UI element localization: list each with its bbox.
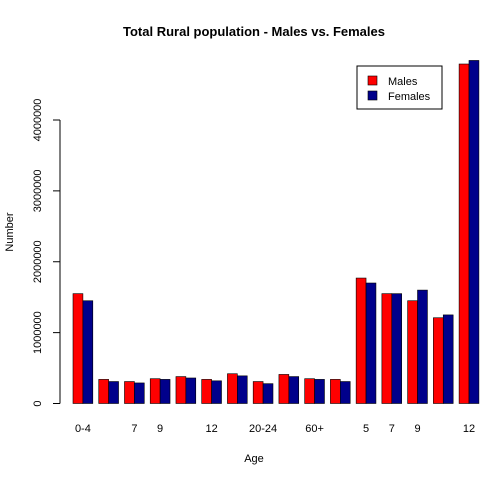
y-tick-label: 2000000 xyxy=(32,240,44,283)
x-tick-label: 9 xyxy=(414,423,420,435)
bar-females-11 xyxy=(365,282,377,404)
bar-females-0 xyxy=(82,300,94,404)
bar-males-14 xyxy=(433,317,444,404)
bar-females-14 xyxy=(442,314,454,404)
x-tick-label: 9 xyxy=(157,423,163,435)
legend: Males Females xyxy=(356,65,443,110)
bar-males-11 xyxy=(355,277,367,404)
bar-males-6 xyxy=(227,373,238,404)
x-tick-label: 7 xyxy=(389,423,395,435)
bars-group xyxy=(72,60,480,404)
x-tick-label: 5 xyxy=(363,423,369,435)
y-tick-label: 1000000 xyxy=(32,311,44,354)
y-tick-label: 3000000 xyxy=(32,169,44,212)
legend-label-males: Males xyxy=(388,76,418,88)
y-axis: 0 1000000 2000000 3000000 4000000 xyxy=(32,99,61,407)
y-tick-label: 4000000 xyxy=(32,99,44,142)
bar-males-0 xyxy=(72,293,84,404)
legend-box xyxy=(356,65,443,110)
bar-females-1 xyxy=(108,381,119,404)
bar-males-5 xyxy=(201,379,212,404)
x-tick-label: 12 xyxy=(205,423,217,435)
bar-females-5 xyxy=(211,380,222,404)
legend-label-females: Females xyxy=(388,91,431,103)
bar-males-9 xyxy=(304,378,315,404)
bar-females-4 xyxy=(185,377,197,404)
x-tick-label: 7 xyxy=(131,423,137,435)
y-axis-label: Number xyxy=(4,212,16,251)
x-tick-label: 60+ xyxy=(305,423,324,435)
bar-females-3 xyxy=(159,379,171,404)
bar-males-8 xyxy=(278,374,290,404)
x-axis-label: Age xyxy=(244,453,264,465)
legend-swatch-females xyxy=(367,90,378,101)
y-tick-label: 0 xyxy=(32,400,44,406)
x-tick-label: 20-24 xyxy=(249,423,277,435)
legend-swatch-males xyxy=(367,75,378,86)
bar-males-10 xyxy=(330,379,341,404)
bar-males-3 xyxy=(149,378,161,404)
bar-females-2 xyxy=(134,382,145,404)
x-tick-label: 12 xyxy=(463,423,475,435)
bar-males-15 xyxy=(458,63,470,404)
chart-title: Total Rural population - Males vs. Femal… xyxy=(123,24,385,39)
bar-males-12 xyxy=(381,293,393,404)
bar-females-12 xyxy=(391,293,402,404)
bar-males-4 xyxy=(175,376,187,404)
bar-females-10 xyxy=(339,381,351,404)
bar-females-8 xyxy=(288,376,300,404)
bar-males-2 xyxy=(124,381,135,404)
bar-females-9 xyxy=(314,379,325,404)
bar-females-15 xyxy=(468,60,480,404)
bar-females-13 xyxy=(417,289,428,404)
x-tick-label: 0-4 xyxy=(75,423,91,435)
bar-females-6 xyxy=(237,375,248,404)
bar-males-7 xyxy=(252,381,264,404)
bar-males-1 xyxy=(98,379,109,404)
bar-females-7 xyxy=(262,383,274,404)
bar-males-13 xyxy=(407,300,418,404)
